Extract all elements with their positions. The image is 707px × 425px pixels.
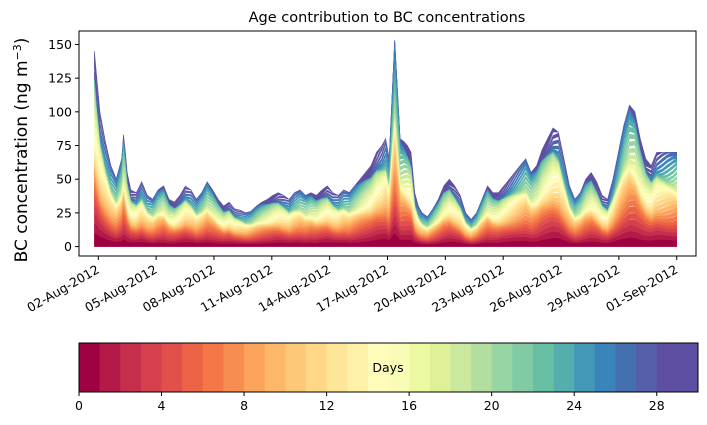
colorbar-tick-label: 24: [566, 398, 582, 413]
colorbar-bin-17: [429, 343, 451, 392]
colorbar-tick-label: 0: [75, 398, 83, 413]
chart-title: Age contribution to BC concentrations: [249, 10, 526, 26]
colorbar: [79, 343, 699, 392]
y-axis: 0 25 50 75 100 125 150: [48, 37, 79, 254]
colorbar-bin-18: [450, 343, 472, 392]
colorbar-bin-20: [491, 343, 513, 392]
y-tick-label: 75: [56, 138, 72, 153]
colorbar-tick-label: 20: [484, 398, 500, 413]
colorbar-bin-14: [367, 343, 389, 392]
y-axis-label-main: BC concentration (ng m: [12, 60, 32, 262]
y-tick-label: 50: [56, 172, 72, 187]
colorbar-bin-27: [636, 343, 658, 392]
y-tick-label: 25: [56, 205, 72, 220]
colorbar-bin-13: [347, 343, 369, 392]
colorbar-tick-label: 4: [158, 398, 166, 413]
colorbar-bin-25: [594, 343, 616, 392]
colorbar-tick-label: 28: [649, 398, 665, 413]
colorbar-bin-24: [574, 343, 596, 392]
colorbar-bin-2: [120, 343, 142, 392]
colorbar-tick-label: 16: [401, 398, 417, 413]
colorbar-tick-label: 8: [240, 398, 248, 413]
colorbar-bin-1: [99, 343, 121, 392]
colorbar-bin-9: [264, 343, 286, 392]
colorbar-bin-10: [285, 343, 307, 392]
stacked-area-group: [94, 40, 677, 247]
colorbar-bin-0: [79, 343, 101, 392]
y-tick-label: 125: [48, 71, 72, 86]
colorbar-axis: 0 4 8 12 16 20 24 28: [75, 392, 665, 413]
colorbar-bin-15: [388, 343, 410, 392]
colorbar-bin-4: [161, 343, 183, 392]
y-tick-label: 150: [48, 37, 72, 52]
colorbar-label: Days: [372, 360, 403, 375]
colorbar-bin-3: [140, 343, 163, 392]
colorbar-bin-19: [471, 343, 493, 392]
y-axis-label-exponent: −3: [11, 44, 24, 60]
plot-frame: [78, 30, 697, 257]
colorbar-bin-8: [244, 343, 266, 392]
colorbar-bin-16: [409, 343, 431, 392]
x-axis: 02-Aug-201205-Aug-201208-Aug-201211-Aug-…: [24, 256, 680, 315]
colorbar-bin-22: [532, 343, 555, 392]
colorbar-bin-6: [202, 343, 224, 392]
colorbar-tick-label: 12: [319, 398, 335, 413]
y-axis-label: BC concentration (ng m−3): [11, 38, 33, 263]
colorbar-bin-23: [553, 343, 575, 392]
area-band-day-0: [94, 233, 677, 247]
colorbar-bin-12: [326, 343, 348, 392]
y-tick-label: 100: [48, 104, 72, 119]
colorbar-bin-7: [223, 343, 245, 392]
colorbar-bin-21: [512, 343, 534, 392]
colorbar-bin-11: [305, 343, 328, 392]
colorbar-bin-5: [182, 343, 204, 392]
colorbar-bin-26: [615, 343, 637, 392]
colorbar-frame: [78, 342, 699, 393]
y-tick-label: 0: [64, 239, 72, 254]
colorbar-bin-29: [677, 343, 699, 392]
colorbar-bin-28: [656, 343, 678, 392]
y-axis-label-close: ): [12, 38, 32, 45]
